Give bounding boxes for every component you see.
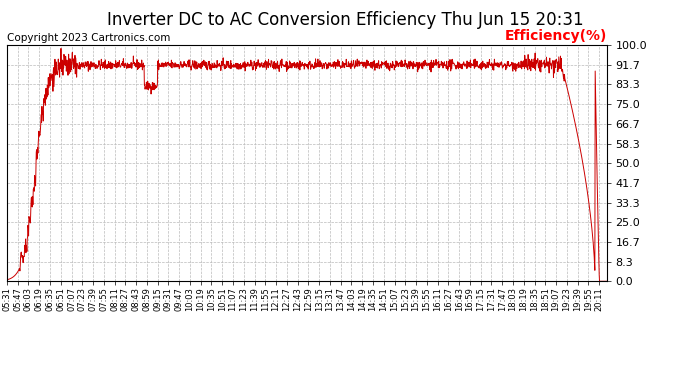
Text: Efficiency(%): Efficiency(%)	[505, 28, 607, 43]
Text: Copyright 2023 Cartronics.com: Copyright 2023 Cartronics.com	[7, 33, 170, 43]
Text: Inverter DC to AC Conversion Efficiency Thu Jun 15 20:31: Inverter DC to AC Conversion Efficiency …	[107, 11, 583, 29]
